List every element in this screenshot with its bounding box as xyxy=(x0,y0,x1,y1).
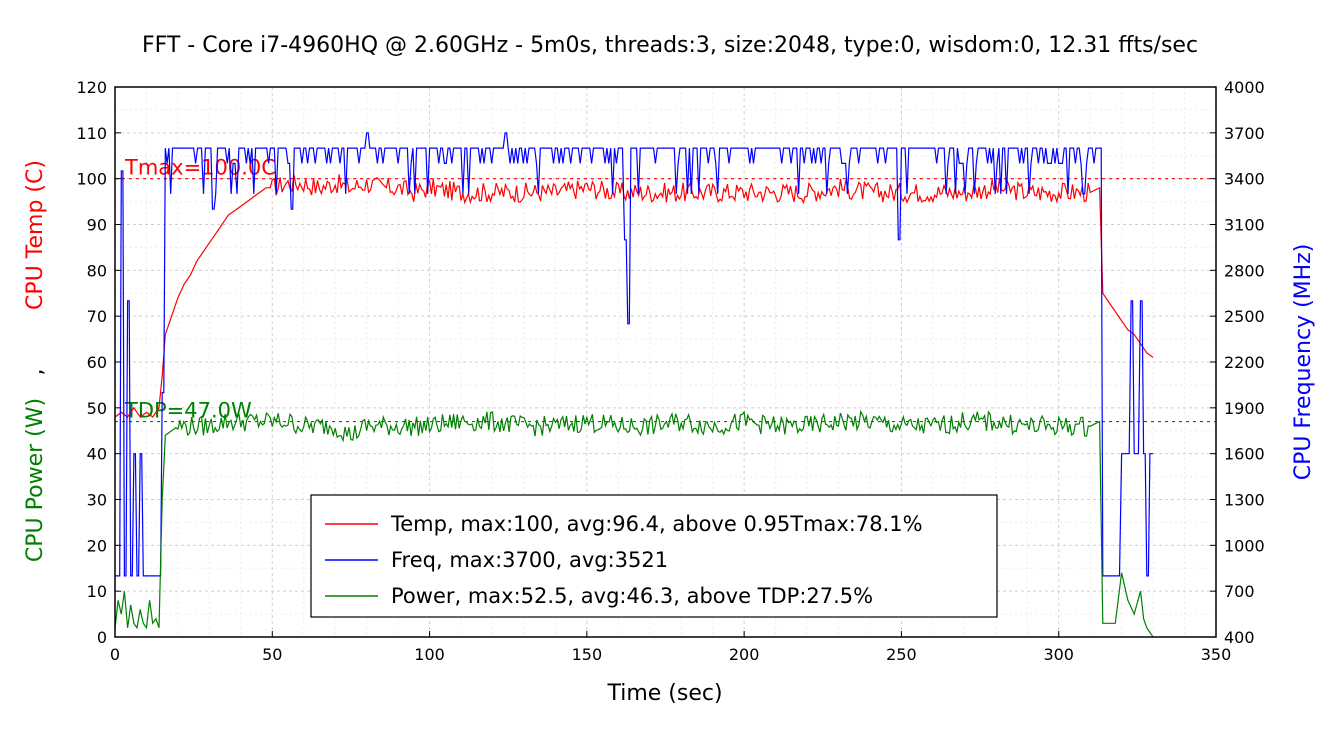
left-y-axis-title: CPU Temp (C) , CPU Power (W) xyxy=(23,160,48,562)
x-tick-label: 350 xyxy=(1201,645,1232,664)
legend-label: Power, max:52.5, avg:46.3, above TDP:27.… xyxy=(391,584,873,608)
threshold-label: TDP=47.0W xyxy=(124,399,252,423)
series-line-2 xyxy=(114,409,1154,638)
left-y-tick-label: 50 xyxy=(87,399,107,418)
series-line-0 xyxy=(114,174,1154,418)
left-y-tick-label: 30 xyxy=(87,491,107,510)
right-y-tick-label: 1600 xyxy=(1224,445,1265,464)
x-tick-label: 300 xyxy=(1043,645,1074,664)
right-y-tick-label: 3700 xyxy=(1224,124,1265,143)
left-y-tick-label: 80 xyxy=(87,261,107,280)
x-tick-label: 0 xyxy=(110,645,120,664)
legend-label: Freq, max:3700, avg:3521 xyxy=(391,548,668,572)
left-y-tick-label: 110 xyxy=(76,124,107,143)
left-y-axis-title-power: CPU Power (W) xyxy=(23,398,48,562)
x-tick-label: 200 xyxy=(729,645,760,664)
right-y-tick-label: 3400 xyxy=(1224,170,1265,189)
legend-box xyxy=(310,494,998,618)
x-tick-label: 50 xyxy=(262,645,282,664)
right-y-axis-title: CPU Frequency (MHz) xyxy=(1291,244,1316,481)
right-y-tick-label: 1900 xyxy=(1224,399,1265,418)
legend: Temp, max:100, avg:96.4, above 0.95Tmax:… xyxy=(310,494,998,618)
right-y-tick-label: 2500 xyxy=(1224,307,1265,326)
right-y-tick-label: 2800 xyxy=(1224,261,1265,280)
left-y-axis-title-temp: CPU Temp (C) xyxy=(23,160,48,310)
x-tick-label: 100 xyxy=(414,645,445,664)
right-y-tick-label: 3100 xyxy=(1224,216,1265,235)
right-y-tick-label: 4000 xyxy=(1224,78,1265,97)
right-y-tick-label: 1300 xyxy=(1224,491,1265,510)
chart-title: FFT - Core i7-4960HQ @ 2.60GHz - 5m0s, t… xyxy=(142,33,1198,58)
x-axis-ticks: 0 50 100 150 200 250 300 350 xyxy=(110,631,1231,664)
left-y-tick-label: 60 xyxy=(87,353,107,372)
right-y-tick-label: 700 xyxy=(1224,582,1255,601)
right-y-tick-label: 400 xyxy=(1224,628,1255,647)
left-y-tick-label: 70 xyxy=(87,307,107,326)
series-line-1 xyxy=(115,132,1154,577)
left-y-tick-label: 10 xyxy=(87,582,107,601)
left-y-tick-label: 0 xyxy=(97,628,107,647)
x-axis-title: Time (sec) xyxy=(606,681,722,706)
right-y-axis-ticks: 400 700 1000 1300 1600 1900 2200 2500 2800 3100 34… xyxy=(1210,78,1265,647)
left-y-axis-title-separator: , xyxy=(23,369,48,376)
left-y-tick-label: 40 xyxy=(87,445,107,464)
left-y-tick-label: 20 xyxy=(87,536,107,555)
series-lines xyxy=(114,132,1154,638)
x-tick-label: 250 xyxy=(886,645,917,664)
x-tick-label: 150 xyxy=(572,645,603,664)
left-y-axis-ticks: 0 10 20 30 40 50 60 70 80 90 100 110 120 xyxy=(76,78,121,647)
left-y-tick-label: 90 xyxy=(87,216,107,235)
left-y-tick-label: 120 xyxy=(76,78,107,97)
right-y-tick-label: 1000 xyxy=(1224,536,1265,555)
right-y-tick-label: 2200 xyxy=(1224,353,1265,372)
left-y-tick-label: 100 xyxy=(76,170,107,189)
legend-label: Temp, max:100, avg:96.4, above 0.95Tmax:… xyxy=(390,512,923,536)
